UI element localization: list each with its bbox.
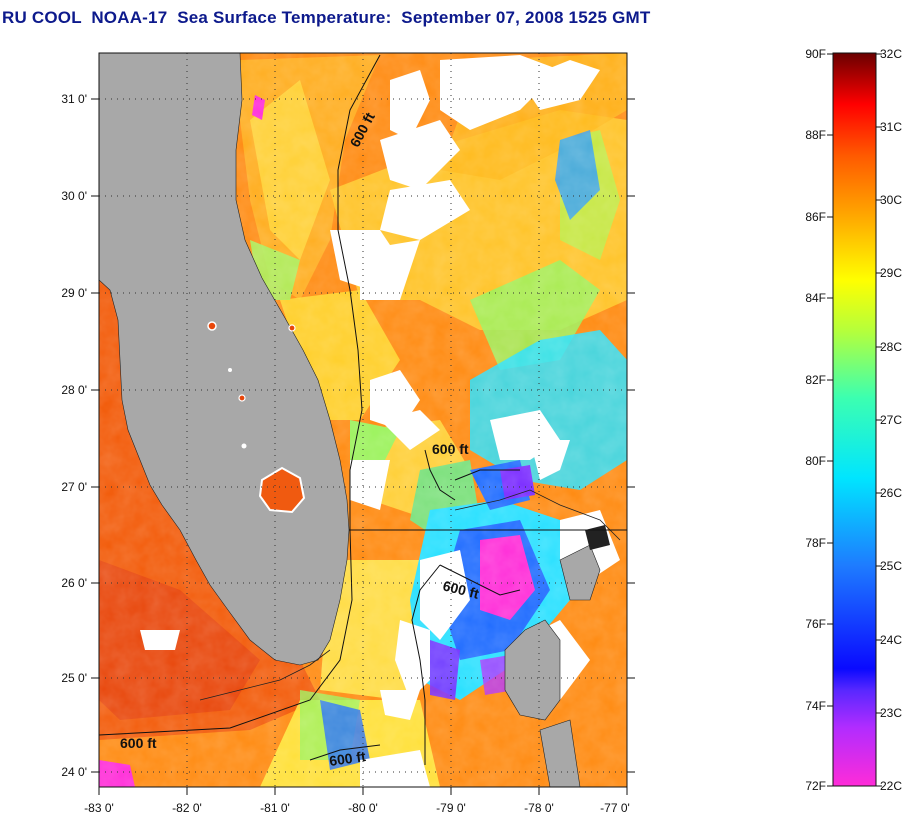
page-title: RU COOL NOAA-17 Sea Surface Temperature:…: [2, 8, 651, 27]
lat-tick-label: 28 0': [61, 383, 87, 397]
colorbar-f-label: 72F: [805, 779, 826, 793]
lon-tick-label: -77 0': [600, 801, 630, 815]
lon-tick-label: -83 0': [84, 801, 114, 815]
lat-tick-label: 30 0': [61, 189, 87, 203]
lon-tick-label: -78 0': [524, 801, 554, 815]
grand-bahama-land: [585, 525, 610, 550]
lat-tick-label: 25 0': [61, 671, 87, 685]
colorbar-c-label: 23C: [880, 706, 902, 720]
colorbar: [832, 52, 877, 787]
colorbar-c-label: 29C: [880, 266, 902, 280]
lon-tick-label: -80 0': [348, 801, 378, 815]
colorbar-f-label: 86F: [805, 210, 826, 224]
colorbar-c-label: 27C: [880, 413, 902, 427]
lake-okeechobee: [258, 466, 306, 514]
colorbar-f-label: 74F: [805, 699, 826, 713]
colorbar-f-label: 88F: [805, 128, 826, 142]
colorbar-f-label: 76F: [805, 617, 826, 631]
contour-label: 600 ft: [120, 735, 157, 751]
lat-tick-label: 26 0': [61, 576, 87, 590]
colorbar-f-label: 80F: [805, 454, 826, 468]
colorbar-f-label: 84F: [805, 291, 826, 305]
colorbar-c-label: 32C: [880, 47, 902, 61]
lat-tick-label: 24 0': [61, 765, 87, 779]
colorbar-c-label: 26C: [880, 486, 902, 500]
axis-ticks: [91, 98, 635, 795]
lat-tick-label: 29 0': [61, 286, 87, 300]
colorbar-c-label: 28C: [880, 340, 902, 354]
lon-tick-label: -82 0': [172, 801, 202, 815]
contour-label: 600 ft: [432, 441, 469, 457]
bahamas-land: [504, 619, 561, 721]
sst-image: [99, 53, 627, 787]
lon-tick-label: -81 0': [260, 801, 290, 815]
colorbar-c-label: 30C: [880, 193, 902, 207]
colorbar-f-label: 82F: [805, 373, 826, 387]
lat-tick-label: 31 0': [61, 92, 87, 106]
colorbar-c-label: 22C: [880, 779, 902, 793]
contour-label: 600 ft: [328, 748, 367, 769]
lat-tick-label: 27 0': [61, 480, 87, 494]
colorbar-c-label: 25C: [880, 559, 902, 573]
colorbar-c-label: 31C: [880, 120, 902, 134]
graticule: [99, 53, 627, 787]
colorbar-f-label: 90F: [805, 47, 826, 61]
colorbar-f-label: 78F: [805, 536, 826, 550]
colorbar-ticks: [827, 53, 882, 787]
colorbar-c-label: 24C: [880, 633, 902, 647]
bathymetry-contours: [99, 54, 521, 765]
lon-tick-label: -79 0': [436, 801, 466, 815]
